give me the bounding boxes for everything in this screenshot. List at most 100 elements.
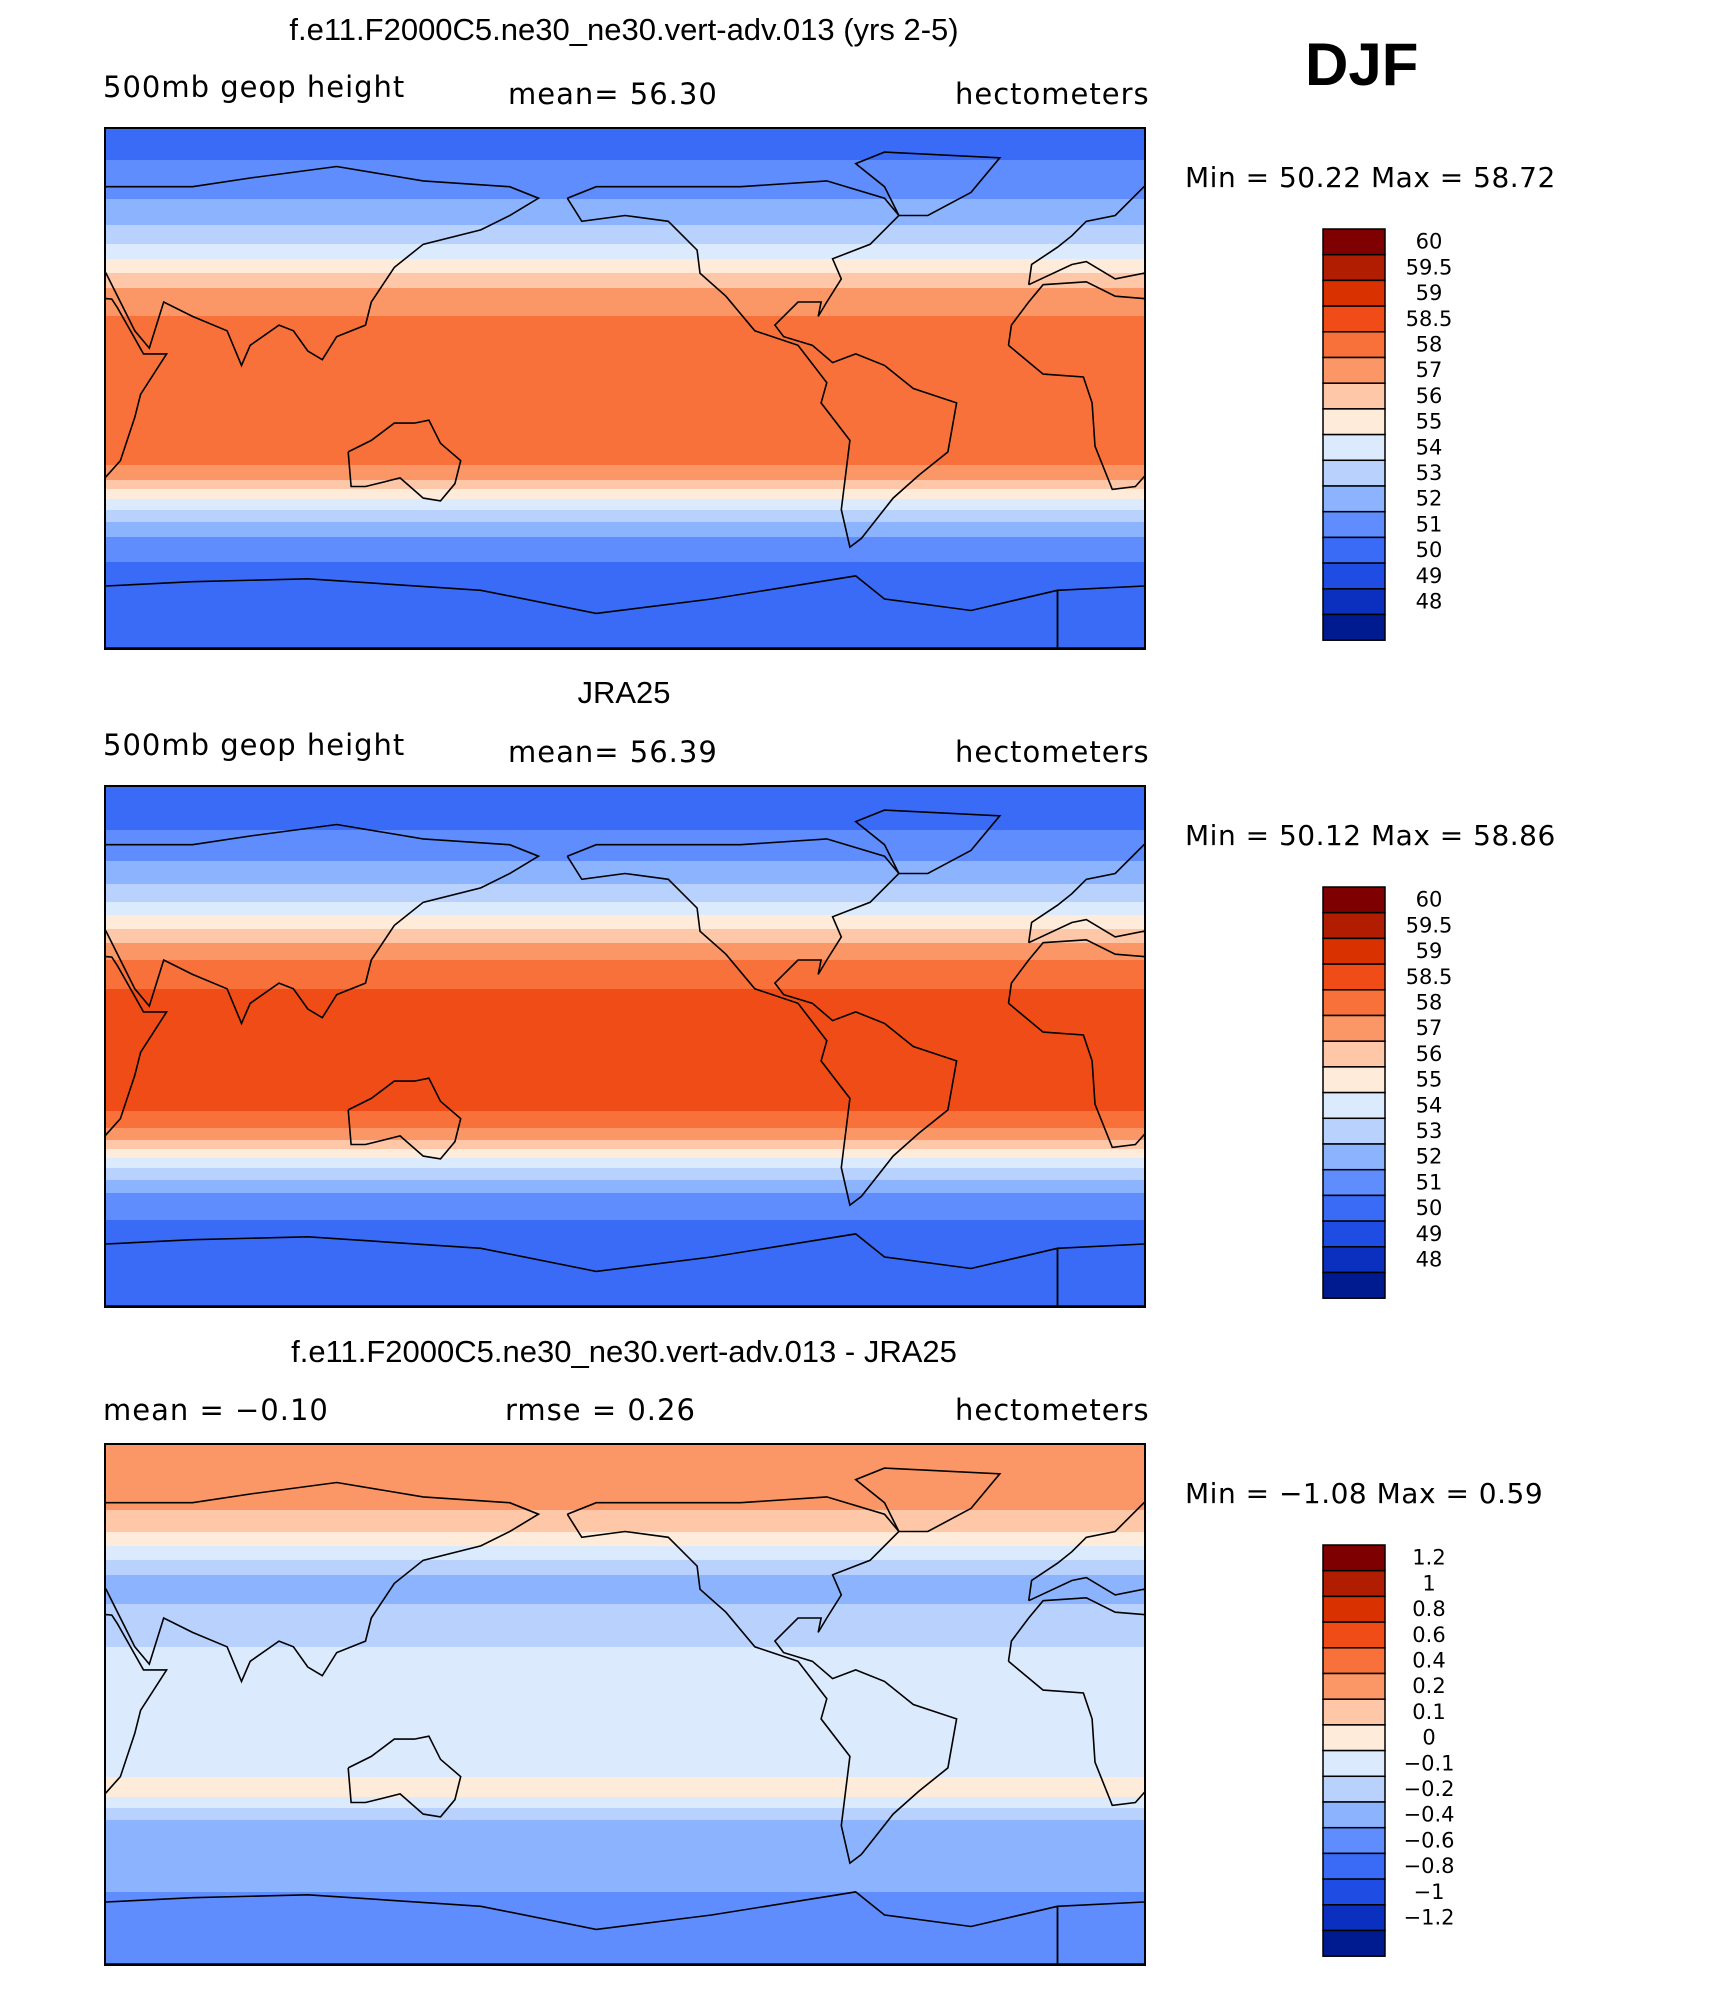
field-band <box>106 1608 1144 1610</box>
field-band <box>106 440 1144 442</box>
field-band <box>106 1795 1144 1797</box>
field-band <box>106 1943 1144 1945</box>
field-band <box>106 164 1144 166</box>
field-band <box>106 1464 1144 1466</box>
field-band <box>106 514 1144 516</box>
field-band <box>106 311 1144 313</box>
field-band <box>106 1751 1144 1753</box>
field-band <box>106 1060 1144 1062</box>
field-band <box>106 599 1144 601</box>
field-band <box>106 1298 1144 1300</box>
field-band <box>106 918 1144 920</box>
colorbar-tick-label: 58.5 <box>1406 965 1453 989</box>
field-band <box>106 606 1144 608</box>
field-band <box>106 1640 1144 1642</box>
field-band <box>106 1635 1144 1637</box>
field-band <box>106 441 1144 443</box>
field-band <box>106 1864 1144 1866</box>
field-band <box>106 1858 1144 1860</box>
field-band <box>106 446 1144 448</box>
field-band <box>106 1106 1144 1108</box>
field-band <box>106 1900 1144 1902</box>
field-band <box>106 1917 1144 1919</box>
field-band <box>106 355 1144 357</box>
field-band <box>106 888 1144 890</box>
field-band <box>106 1279 1144 1281</box>
field-band <box>106 221 1144 223</box>
field-band <box>106 1828 1144 1830</box>
field-band <box>106 326 1144 328</box>
field-band <box>106 364 1144 366</box>
field-band <box>106 1779 1144 1781</box>
field-band <box>106 1472 1144 1474</box>
field-band <box>106 881 1144 883</box>
field-band <box>106 526 1144 528</box>
field-band <box>106 584 1144 586</box>
colorbar-tick-label: 59.5 <box>1406 913 1453 937</box>
field-band <box>106 1669 1144 1671</box>
field-band <box>106 1820 1144 1822</box>
field-band <box>106 300 1144 302</box>
field-band <box>106 1456 1144 1458</box>
field-band <box>106 143 1144 145</box>
field-band <box>106 800 1144 802</box>
field-band <box>106 817 1144 819</box>
field-band <box>106 243 1144 245</box>
field-band <box>106 1895 1144 1897</box>
field-band <box>106 1114 1144 1116</box>
field-band <box>106 1244 1144 1246</box>
field-band <box>106 414 1144 416</box>
field-band <box>106 862 1144 864</box>
field-band <box>106 807 1144 809</box>
field-band <box>106 150 1144 152</box>
field-band <box>106 1276 1144 1278</box>
field-band <box>106 1021 1144 1023</box>
field-band <box>106 1053 1144 1055</box>
field-band <box>106 801 1144 803</box>
field-band <box>106 168 1144 170</box>
field-band <box>106 819 1144 821</box>
field-band <box>106 1688 1144 1690</box>
field-band <box>106 1957 1144 1959</box>
field-band <box>106 1002 1144 1004</box>
field-band <box>106 1264 1144 1266</box>
field-band <box>106 850 1144 852</box>
field-band <box>106 509 1144 511</box>
field-band <box>106 1567 1144 1569</box>
field-band <box>106 266 1144 268</box>
colorbar-swatch <box>1322 1698 1386 1726</box>
field-band <box>106 1553 1144 1555</box>
field-band <box>106 1827 1144 1829</box>
field-band <box>106 272 1144 274</box>
field-band <box>106 245 1144 247</box>
field-band <box>106 508 1144 510</box>
field-band <box>106 903 1144 905</box>
field-band <box>106 1451 1144 1453</box>
field-band <box>106 1737 1144 1739</box>
field-band <box>106 1953 1144 1955</box>
field-band <box>106 318 1144 320</box>
field-band <box>106 1528 1144 1530</box>
field-band <box>106 1641 1144 1643</box>
field-band <box>106 1020 1144 1022</box>
colorbar-swatch <box>1322 1220 1386 1248</box>
field-band <box>106 491 1144 493</box>
field-band <box>106 1532 1144 1534</box>
field-band <box>106 1894 1144 1896</box>
field-band <box>106 1075 1144 1077</box>
field-band <box>106 595 1144 597</box>
field-band <box>106 1611 1144 1613</box>
field-band <box>106 582 1144 584</box>
colorbar-tick-label: 54 <box>1416 1093 1443 1117</box>
field-band <box>106 629 1144 631</box>
field-band <box>106 858 1144 860</box>
field-band <box>106 1510 1144 1512</box>
field-band <box>106 209 1144 211</box>
field-band <box>106 1662 1144 1664</box>
field-band <box>106 1227 1144 1229</box>
field-band <box>106 475 1144 477</box>
coastline <box>1007 938 1144 1149</box>
field-band <box>106 1144 1144 1146</box>
colorbar-tick-label: 58 <box>1416 333 1443 357</box>
field-band <box>106 389 1144 391</box>
